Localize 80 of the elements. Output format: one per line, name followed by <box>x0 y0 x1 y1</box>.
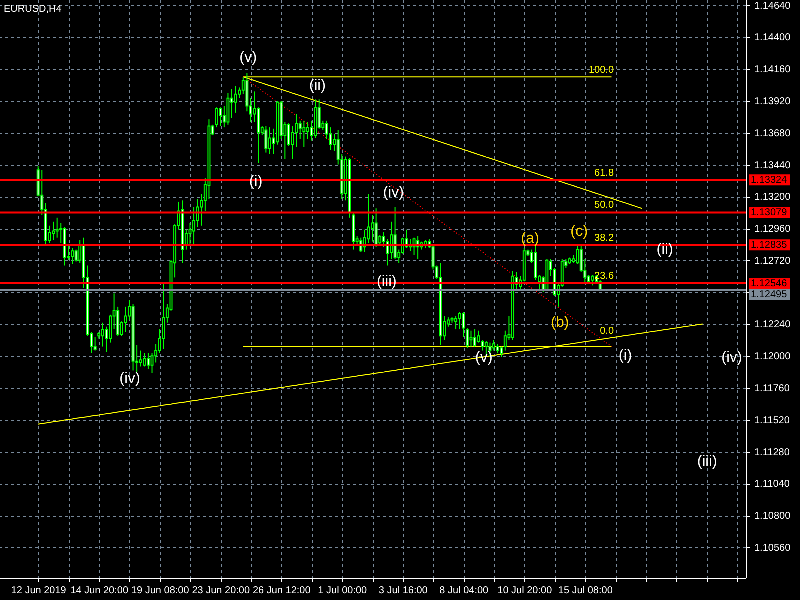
y-tick-label: 1.11520 <box>754 415 790 426</box>
candlestick <box>192 206 196 246</box>
candlestick <box>71 248 74 265</box>
candlestick <box>302 120 306 148</box>
candlestick <box>591 274 594 286</box>
y-tick-label: 1.12960 <box>754 224 792 236</box>
candlestick <box>306 122 310 140</box>
annotation: (b) <box>550 314 570 331</box>
candlestick <box>374 208 378 248</box>
x-tick-label: 26 Jun 12:00 <box>252 586 312 596</box>
annotation: (c) <box>570 223 588 240</box>
candlestick <box>139 350 142 368</box>
candlestick <box>162 284 166 350</box>
annotation: 50.0 <box>594 200 614 211</box>
candlestick <box>215 107 218 128</box>
candlestick <box>143 352 146 368</box>
candlestick <box>264 126 268 154</box>
y-tick-label: 1.12000 <box>754 352 792 363</box>
candlestick <box>74 249 78 262</box>
annotation: 61.8 <box>594 168 614 179</box>
candlestick <box>94 337 97 352</box>
candlestick <box>454 316 458 330</box>
annotation: (ii) <box>309 77 326 94</box>
candlestick <box>470 330 473 348</box>
x-tick-label: 15 Jul 08:00 <box>558 586 614 596</box>
annotation: (iii) <box>697 453 718 470</box>
candlestick <box>458 312 462 330</box>
candlestick <box>268 127 272 155</box>
annotation: 100.0 <box>588 65 614 76</box>
candlestick <box>371 214 374 242</box>
y-tick-label: 1.14160 <box>754 64 792 76</box>
candlestick <box>492 340 496 352</box>
y-tick-label: 1.11280 <box>754 447 790 458</box>
annotation: (iv) <box>120 370 140 387</box>
y-tick-label: 1.14640 <box>754 0 792 12</box>
candlestick <box>287 123 290 147</box>
candlestick <box>230 88 234 119</box>
y-tick-label: 1.10560 <box>754 542 792 554</box>
x-tick-label: 14 Jun 20:00 <box>70 586 129 596</box>
chart-title: EURUSD,H4 <box>4 4 62 15</box>
x-tick-label: 3 Jul 16:00 <box>378 586 428 596</box>
x-tick-label: 1 Jul 00:00 <box>318 586 368 596</box>
y-tick-label: 1.10800 <box>754 511 792 522</box>
candlestick <box>52 221 56 241</box>
annotation: 0.0 <box>600 326 614 337</box>
y-tick-label: 1.11760 <box>754 383 790 394</box>
candlestick <box>108 314 112 344</box>
y-tick-label: 1.11040 <box>754 479 790 490</box>
candlestick <box>234 86 238 114</box>
annotation: (iv) <box>383 184 404 201</box>
y-tick-label: 1.13200 <box>754 192 792 204</box>
annotation: (ii) <box>656 241 674 258</box>
candlestick <box>226 92 230 126</box>
y-tick-label: 1.12240 <box>754 320 792 331</box>
candlestick <box>466 328 469 349</box>
y-tick-label: 1.13440 <box>754 160 792 172</box>
annotation: (a) <box>521 230 540 247</box>
candlestick <box>496 344 500 354</box>
candlestick <box>101 322 104 348</box>
y-tick-label: 1.14400 <box>754 32 792 44</box>
x-tick-label: 23 Jun 20:00 <box>192 586 250 596</box>
y-tick-label: 1.13680 <box>754 128 792 140</box>
annotation: (i) <box>618 347 632 364</box>
candlestick <box>146 352 150 370</box>
annotation: (iv) <box>722 349 742 366</box>
candlestick <box>219 107 222 127</box>
x-tick-label: 10 Jul 20:00 <box>498 586 553 596</box>
annotation: (v) <box>240 49 258 66</box>
candlestick <box>462 312 466 338</box>
candlestick <box>394 206 397 260</box>
x-tick-label: 8 Jul 04:00 <box>440 586 490 596</box>
x-tick-label: 19 Jun 08:00 <box>131 586 190 596</box>
y-tick-label: 1.12720 <box>754 256 792 267</box>
candlestick <box>124 306 128 333</box>
candlestick <box>500 346 504 358</box>
x-tick-label: 12 Jun 2019 <box>11 586 67 596</box>
candlestick <box>474 329 477 348</box>
annotation: 38.2 <box>594 233 614 244</box>
candlestick <box>390 221 393 260</box>
y-tick-label: 1.13920 <box>754 96 792 108</box>
